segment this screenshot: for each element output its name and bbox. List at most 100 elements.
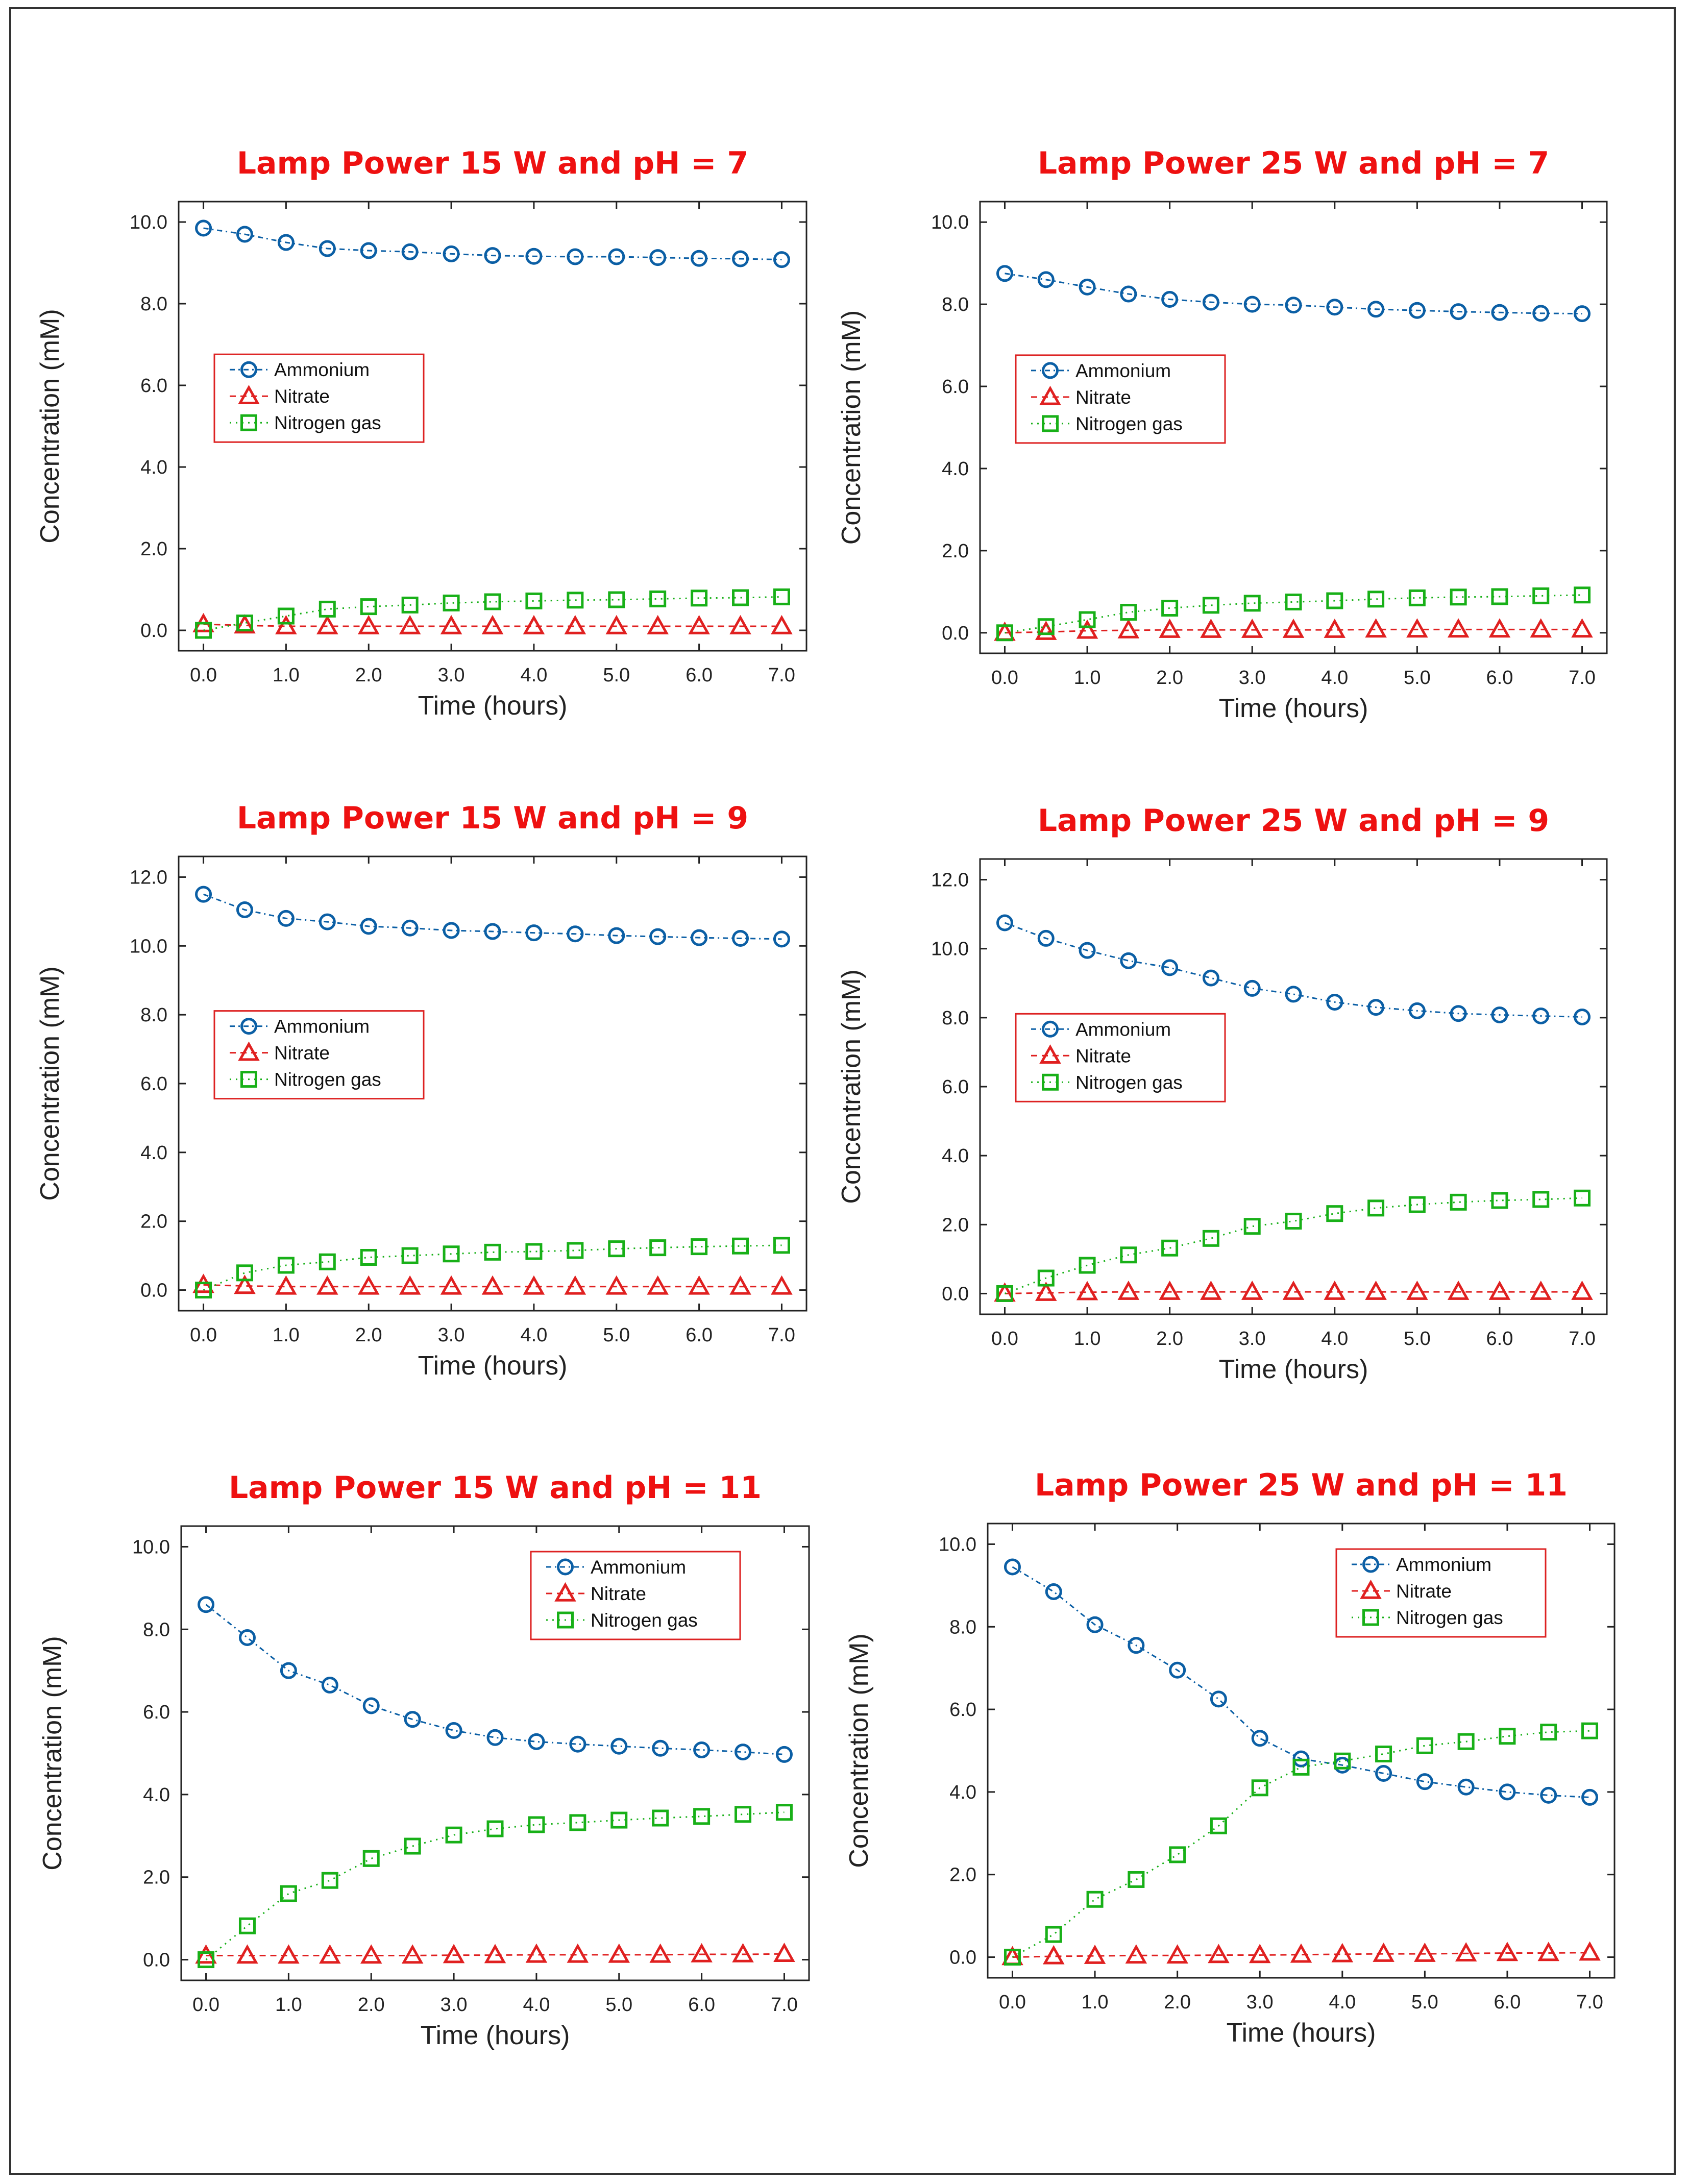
data-point [610, 1737, 628, 1755]
data-point [1326, 1205, 1343, 1222]
data-point [1120, 952, 1137, 969]
legend: Ammonium Nitrate Nitrogen gas [213, 353, 425, 443]
data-point [525, 592, 543, 609]
data-point [321, 1872, 338, 1889]
x-tick-label: 7.0 [768, 1324, 795, 1346]
y-tick-label: 8.0 [143, 1619, 170, 1640]
data-point [1455, 1942, 1477, 1962]
y-tick-label: 10.0 [939, 1534, 976, 1555]
legend-label: Ammonium [274, 359, 370, 380]
data-point [1499, 1783, 1516, 1801]
y-tick-label: 8.0 [942, 1008, 969, 1029]
data-point [1079, 611, 1096, 628]
data-point [481, 615, 504, 634]
data-point [1416, 1773, 1433, 1790]
data-point [195, 1282, 212, 1299]
x-tick-label: 1.0 [1074, 667, 1101, 689]
data-point [195, 622, 212, 639]
data-point [1488, 1280, 1511, 1300]
y-tick-label: 12.0 [130, 867, 167, 888]
data-point [1373, 1942, 1395, 1962]
data-point [564, 1275, 586, 1295]
x-axis-label: Time (hours) [1219, 694, 1368, 723]
data-point [1365, 1280, 1387, 1300]
series-ammonium [195, 886, 790, 948]
data-point [277, 910, 295, 927]
data-point [605, 1275, 628, 1295]
data-point [1414, 1942, 1436, 1962]
data-point [729, 1275, 751, 1295]
data-point [1285, 986, 1302, 1003]
data-point [404, 1711, 421, 1728]
data-point [775, 1804, 793, 1821]
data-point [773, 930, 790, 948]
y-tick-label: 6.0 [140, 1073, 167, 1095]
data-point [1166, 1944, 1188, 1964]
series-nitrate [994, 618, 1593, 641]
series-line [1012, 1730, 1590, 1958]
series-nitrate [192, 1273, 793, 1295]
legend-label: Nitrogen gas [274, 1069, 381, 1090]
x-tick-label: 2.0 [355, 665, 382, 686]
x-tick-label: 0.0 [999, 1992, 1026, 2013]
series-ammonium [198, 1596, 793, 1763]
data-point [1532, 1007, 1550, 1024]
chart-title: Lamp Power 15 W and pH = 9 [237, 800, 748, 836]
data-point [1574, 1008, 1591, 1025]
x-tick-label: 3.0 [438, 665, 465, 686]
legend-marker [1362, 1609, 1379, 1626]
data-point [1243, 979, 1261, 997]
data-point [1406, 1280, 1428, 1300]
data-point [1581, 1722, 1599, 1739]
data-point [1084, 1945, 1106, 1964]
data-point [1447, 618, 1470, 638]
data-point [236, 226, 253, 243]
series-nitrogen-gas [996, 586, 1591, 642]
legend-marker [1360, 1579, 1382, 1599]
series-nitrogen-gas [195, 588, 790, 639]
data-point [1125, 1944, 1147, 1964]
data-point [236, 615, 253, 632]
data-point [735, 1806, 752, 1823]
data-point [1530, 1280, 1552, 1300]
data-point [238, 1629, 256, 1646]
chart-panel-15w-ph11: Lamp Power 15 W and pH = 11 0.0 1.0 2.0 3.0 4… [38, 1470, 810, 2050]
series-nitrate [192, 612, 793, 634]
data-point [1532, 305, 1550, 322]
data-point [1037, 929, 1055, 947]
x-tick-label: 1.0 [273, 665, 300, 686]
data-point [1450, 1193, 1467, 1211]
data-point [401, 596, 419, 614]
data-point [1408, 589, 1426, 606]
x-tick-label: 7.0 [1569, 667, 1596, 689]
data-point [1202, 969, 1219, 987]
data-point [567, 1242, 584, 1259]
x-axis-label: Time (hours) [1219, 1355, 1368, 1384]
data-point [569, 1814, 586, 1831]
y-tick-label: 2.0 [942, 541, 969, 562]
data-point [401, 1247, 419, 1264]
data-point [1450, 588, 1467, 606]
data-point [484, 1243, 501, 1261]
data-point [605, 615, 628, 634]
legend-marker [557, 1611, 574, 1629]
data-point [445, 1826, 462, 1844]
x-tick-label: 2.0 [358, 1994, 385, 2016]
data-point [362, 1697, 380, 1714]
x-tick-label: 1.0 [273, 1324, 300, 1346]
x-tick-label: 3.0 [1239, 1328, 1266, 1349]
x-tick-label: 1.0 [275, 1994, 302, 2016]
data-point [773, 588, 790, 605]
data-point [996, 1285, 1013, 1302]
data-point [1375, 1765, 1392, 1782]
data-point [1161, 1239, 1179, 1257]
data-point [691, 590, 708, 607]
data-point [567, 248, 584, 265]
series-line [203, 227, 782, 261]
data-point [647, 615, 669, 634]
legend-label: Nitrogen gas [591, 1610, 698, 1631]
data-point [567, 592, 584, 609]
legend-marker [240, 1018, 257, 1035]
data-point [1159, 1280, 1181, 1300]
legend-box [1335, 1548, 1547, 1638]
